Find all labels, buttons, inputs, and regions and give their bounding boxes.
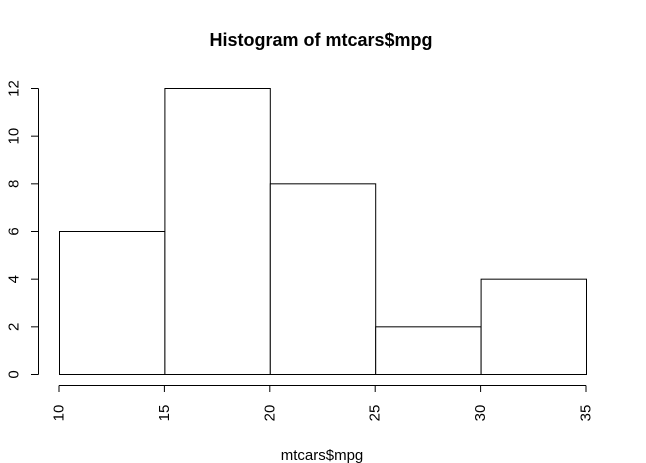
- y-tick-label: 10: [6, 128, 23, 145]
- x-tick-label: 30: [472, 405, 489, 422]
- x-tick-label: 15: [156, 405, 173, 422]
- x-tick-label: 35: [578, 405, 595, 422]
- bars-group: [59, 88, 588, 376]
- x-tick-label: 20: [261, 405, 278, 422]
- y-tick-label: 8: [6, 180, 23, 188]
- histogram-bar-10-15: [59, 231, 166, 375]
- chart-title: Histogram of mtcars$mpg: [209, 30, 432, 50]
- x-tick-label: 10: [51, 405, 68, 422]
- y-tick-label: 12: [6, 80, 23, 97]
- y-tick-label: 6: [6, 227, 23, 235]
- y-tick-label: 2: [6, 323, 23, 331]
- y-tick-label: 0: [6, 370, 23, 378]
- histogram-bar-15-20: [164, 88, 271, 375]
- x-axis: 10 15 20 25 30 35: [51, 385, 595, 422]
- x-axis-label: mtcars$mpg: [281, 447, 364, 463]
- histogram-bar-30-35: [480, 278, 588, 375]
- x-tick-label: 25: [367, 405, 384, 422]
- histogram-bar-20-25: [269, 183, 377, 375]
- y-axis: 0 2 4 6 8 10 12: [6, 80, 39, 379]
- y-tick-label: 4: [6, 275, 23, 283]
- histogram-bar-25-30: [375, 326, 482, 376]
